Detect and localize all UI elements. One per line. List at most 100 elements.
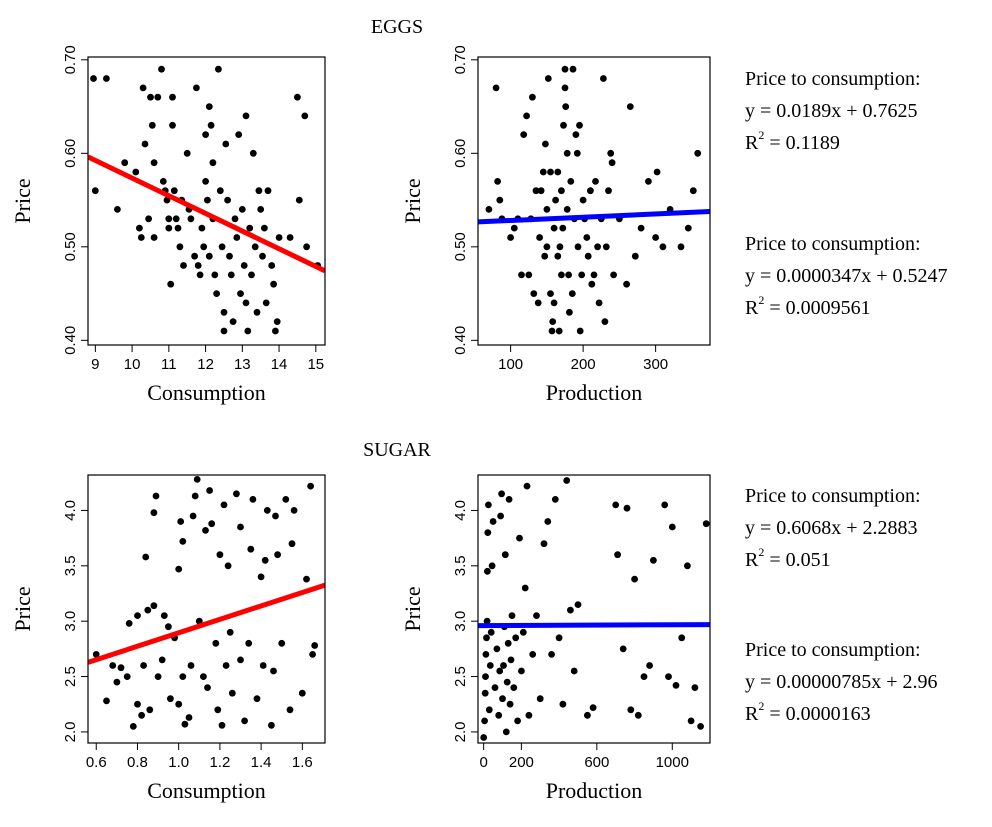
data-point: [501, 551, 509, 559]
data-point: [222, 140, 230, 148]
x-tick-label: 1.6: [292, 754, 313, 771]
x-tick-label: 15: [307, 356, 324, 373]
data-point: [193, 476, 201, 483]
data-point: [140, 662, 148, 669]
x-axis-label: Consumption: [147, 380, 266, 405]
data-point: [226, 628, 234, 636]
y-axis-label: Price: [400, 178, 425, 223]
y-tick-label: 4.0: [62, 500, 79, 521]
data-point: [529, 93, 536, 101]
data-point: [486, 662, 494, 669]
eggs-production-plot: 100 200 300 0.40 0.50 0.60 0.70 Production Price: [400, 45, 711, 405]
data-point: [194, 262, 202, 269]
data-point: [697, 723, 704, 730]
data-point: [510, 684, 518, 691]
x-axis-label: Consumption: [147, 778, 266, 803]
data-point: [519, 628, 527, 636]
regression-line: [478, 622, 710, 629]
x-tick-label: 1.0: [168, 754, 189, 771]
data-point: [275, 234, 283, 241]
equation-r2: R2 = 0.1189: [745, 128, 840, 154]
data-point: [233, 234, 241, 241]
data-point: [240, 262, 248, 269]
data-point: [543, 243, 551, 251]
data-point: [563, 149, 571, 157]
y-tick-label: 3.5: [452, 555, 469, 576]
data-point: [208, 520, 216, 528]
data-point: [272, 327, 279, 335]
data-point: [181, 720, 189, 728]
equation-formula: y = 0.0000347x + 0.5247: [745, 265, 948, 287]
data-point: [169, 93, 176, 101]
data-point: [282, 496, 290, 503]
data-point: [510, 224, 518, 232]
data-point: [558, 271, 565, 279]
data-point: [484, 529, 492, 536]
sugar-consumption-equation-box: Price to consumption: y = 0.6068x + 2.28…: [745, 480, 921, 576]
data-point: [536, 234, 543, 241]
y-tick-label: 2.5: [62, 666, 79, 687]
data-point: [215, 65, 222, 73]
data-point: [121, 159, 129, 167]
y-tick-label: 0.40: [452, 326, 469, 355]
data-point: [237, 523, 244, 531]
data-point: [213, 290, 221, 297]
equation-r2: R2 = 0.051: [745, 545, 831, 571]
data-point: [272, 512, 279, 520]
data-point: [485, 501, 492, 509]
data-point: [212, 639, 220, 647]
data-point: [251, 243, 259, 251]
data-point: [554, 168, 562, 176]
data-point: [270, 280, 277, 288]
data-point: [576, 121, 583, 129]
x-tick-label: 14: [271, 356, 288, 373]
data-point: [573, 149, 581, 157]
data-point: [544, 75, 552, 82]
data-point: [668, 523, 676, 531]
data-point: [264, 187, 272, 195]
data-point: [91, 187, 99, 195]
data-point: [514, 717, 521, 725]
data-point: [175, 700, 183, 708]
equation-r2: R2 = 0.0009561: [745, 293, 871, 319]
data-point: [262, 299, 270, 307]
data-point: [114, 206, 121, 213]
eggs-section-title: EGGS: [371, 16, 423, 38]
data-point: [507, 234, 514, 241]
data-point: [222, 662, 230, 669]
data-point: [165, 215, 173, 223]
data-point: [179, 673, 187, 680]
data-point: [154, 93, 162, 101]
data-point: [209, 159, 217, 167]
data-point: [507, 656, 515, 664]
data-point: [160, 612, 168, 619]
regression-line: [88, 582, 325, 665]
sugar-section-title: SUGAR: [363, 439, 431, 461]
data-point: [485, 206, 493, 213]
points: [92, 476, 319, 730]
data-point: [537, 187, 545, 195]
data-point: [634, 711, 642, 719]
data-point: [619, 645, 627, 653]
data-point: [253, 695, 261, 703]
data-point: [301, 112, 309, 120]
data-point: [220, 501, 228, 509]
data-point: [610, 271, 617, 279]
x-tick-label: 600: [584, 754, 609, 771]
data-point: [113, 678, 121, 686]
points: [90, 65, 322, 335]
x-tick-label: 11: [161, 356, 177, 373]
x-tick-label: 200: [509, 754, 534, 771]
y-tick-label: 0.40: [62, 326, 79, 355]
x-tick-label: 200: [571, 356, 596, 373]
data-point: [554, 252, 562, 260]
data-point: [233, 490, 240, 498]
data-point: [572, 131, 580, 139]
y-tick-label: 0.60: [452, 139, 469, 168]
data-point: [485, 706, 493, 714]
data-point: [211, 271, 219, 279]
data-point: [309, 651, 316, 658]
data-point: [562, 103, 570, 110]
data-point: [595, 299, 603, 307]
data-point: [202, 178, 210, 185]
